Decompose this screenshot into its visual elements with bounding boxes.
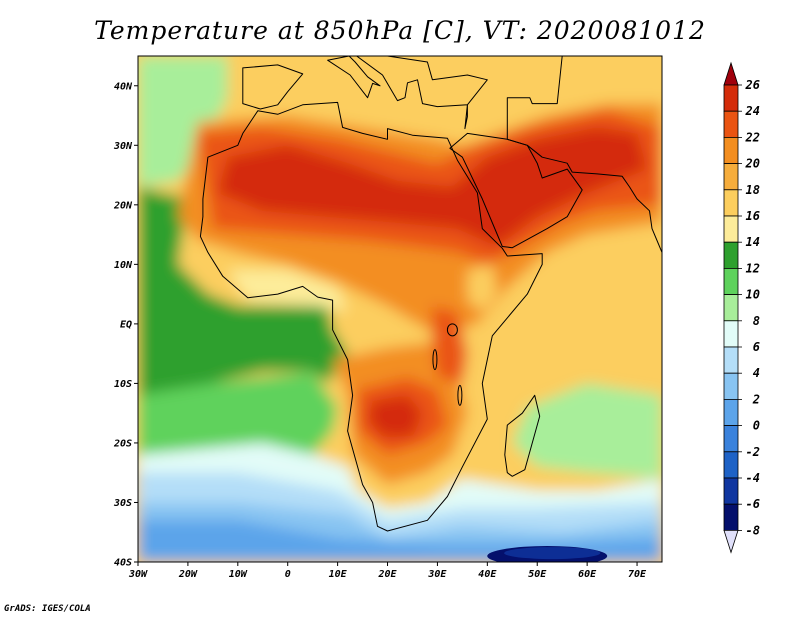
x-tick-label: 20W [178, 569, 198, 580]
colorbar-label: -2 [746, 445, 760, 459]
colorbar-box [723, 136, 739, 164]
field-cold-cell-inner [504, 547, 601, 560]
colorbar-label: 10 [746, 288, 760, 302]
colorbar-box [723, 372, 739, 400]
y-tick-label: 40N [114, 81, 133, 92]
colorbar-label: 24 [745, 104, 760, 118]
colorbar-extend-bottom [723, 530, 739, 554]
y-tick-label: 40S [114, 558, 132, 569]
coast-lake-malawi [457, 384, 463, 406]
y-tick-label: 20N [113, 200, 133, 211]
colorbar-extend-top [723, 61, 739, 86]
y-tick-label: 10S [114, 379, 132, 390]
colorbar-label: 0 [753, 419, 760, 433]
y-tick-label: 10N [114, 260, 133, 271]
colorbar-label: 6 [753, 340, 760, 354]
coast-balkans-turkey [355, 56, 488, 130]
plot-frame [137, 55, 663, 563]
coast-africa [199, 101, 543, 532]
field-atlantic-mid [138, 187, 348, 396]
coast-madagascar [504, 394, 541, 477]
x-tick-label: 0 [285, 569, 291, 580]
chart-title: Temperature at 850hPa [C], VT: 202008101… [94, 16, 706, 45]
x-tick-label: 20E [377, 569, 397, 580]
field-indian-ocean [512, 383, 662, 479]
colorbar-box [723, 477, 739, 505]
y-tick-label: 20S [113, 438, 132, 449]
colorbar-label: 18 [746, 183, 760, 197]
colorbar-box [723, 451, 739, 479]
colorbar-box [723, 503, 739, 531]
colorbar-label: 26 [745, 78, 760, 92]
colorbar-box [723, 241, 739, 269]
coast-iberia [242, 64, 304, 110]
field-highlands-cool [467, 264, 498, 312]
colorbar-label: 12 [746, 261, 760, 275]
x-tick-label: 30E [427, 569, 447, 580]
colorbar-box [723, 294, 739, 322]
field-atlantic-north [138, 56, 228, 187]
coast-lake-victoria [446, 323, 458, 337]
coast-italy [327, 56, 381, 99]
colorbar-label: 22 [745, 130, 760, 144]
x-tick-label: 50E [528, 569, 547, 580]
field-east-africa-hot [432, 306, 468, 384]
colorbar-box [723, 215, 739, 243]
colorbar-box [723, 84, 739, 112]
field-atlantic-south [138, 371, 338, 455]
colorbar-label: 20 [745, 157, 760, 171]
x-tick-label: 30W [128, 569, 148, 580]
colorbar-box [723, 346, 739, 374]
y-tick-label: EQ [120, 319, 132, 330]
x-tick-label: 10E [329, 569, 348, 580]
y-tick-label: 30S [113, 498, 132, 509]
grads-credit: GrADS: IGES/COLA [4, 604, 91, 614]
colorbar-label: 4 [753, 366, 760, 380]
x-tick-label: 40E [478, 569, 497, 580]
colorbar-box [723, 110, 739, 138]
x-tick-label: 60E [578, 569, 597, 580]
field-sahara-core [217, 127, 648, 247]
colorbar-label: -8 [746, 523, 760, 537]
coast-iran-asia [506, 56, 662, 253]
colorbar-label: 8 [753, 314, 760, 328]
colorbar-label: -6 [746, 497, 760, 511]
colorbar-box [723, 320, 739, 348]
colorbar-box [723, 267, 739, 295]
coast-lake-tanganyika [432, 349, 438, 371]
colorbar-box [723, 398, 739, 426]
field-southern-africa-core [367, 395, 423, 437]
colorbar-label: -4 [746, 471, 760, 485]
colorbar-box [723, 425, 739, 453]
y-tick-label: 30N [113, 141, 133, 152]
colorbar-label: 14 [746, 235, 760, 249]
colorbar-label: 2 [752, 392, 760, 406]
x-tick-label: 10W [229, 569, 248, 580]
colorbar-label: 16 [746, 209, 760, 223]
colorbar-box [723, 163, 739, 191]
colorbar-box [723, 189, 739, 217]
x-tick-label: 70E [628, 569, 647, 580]
